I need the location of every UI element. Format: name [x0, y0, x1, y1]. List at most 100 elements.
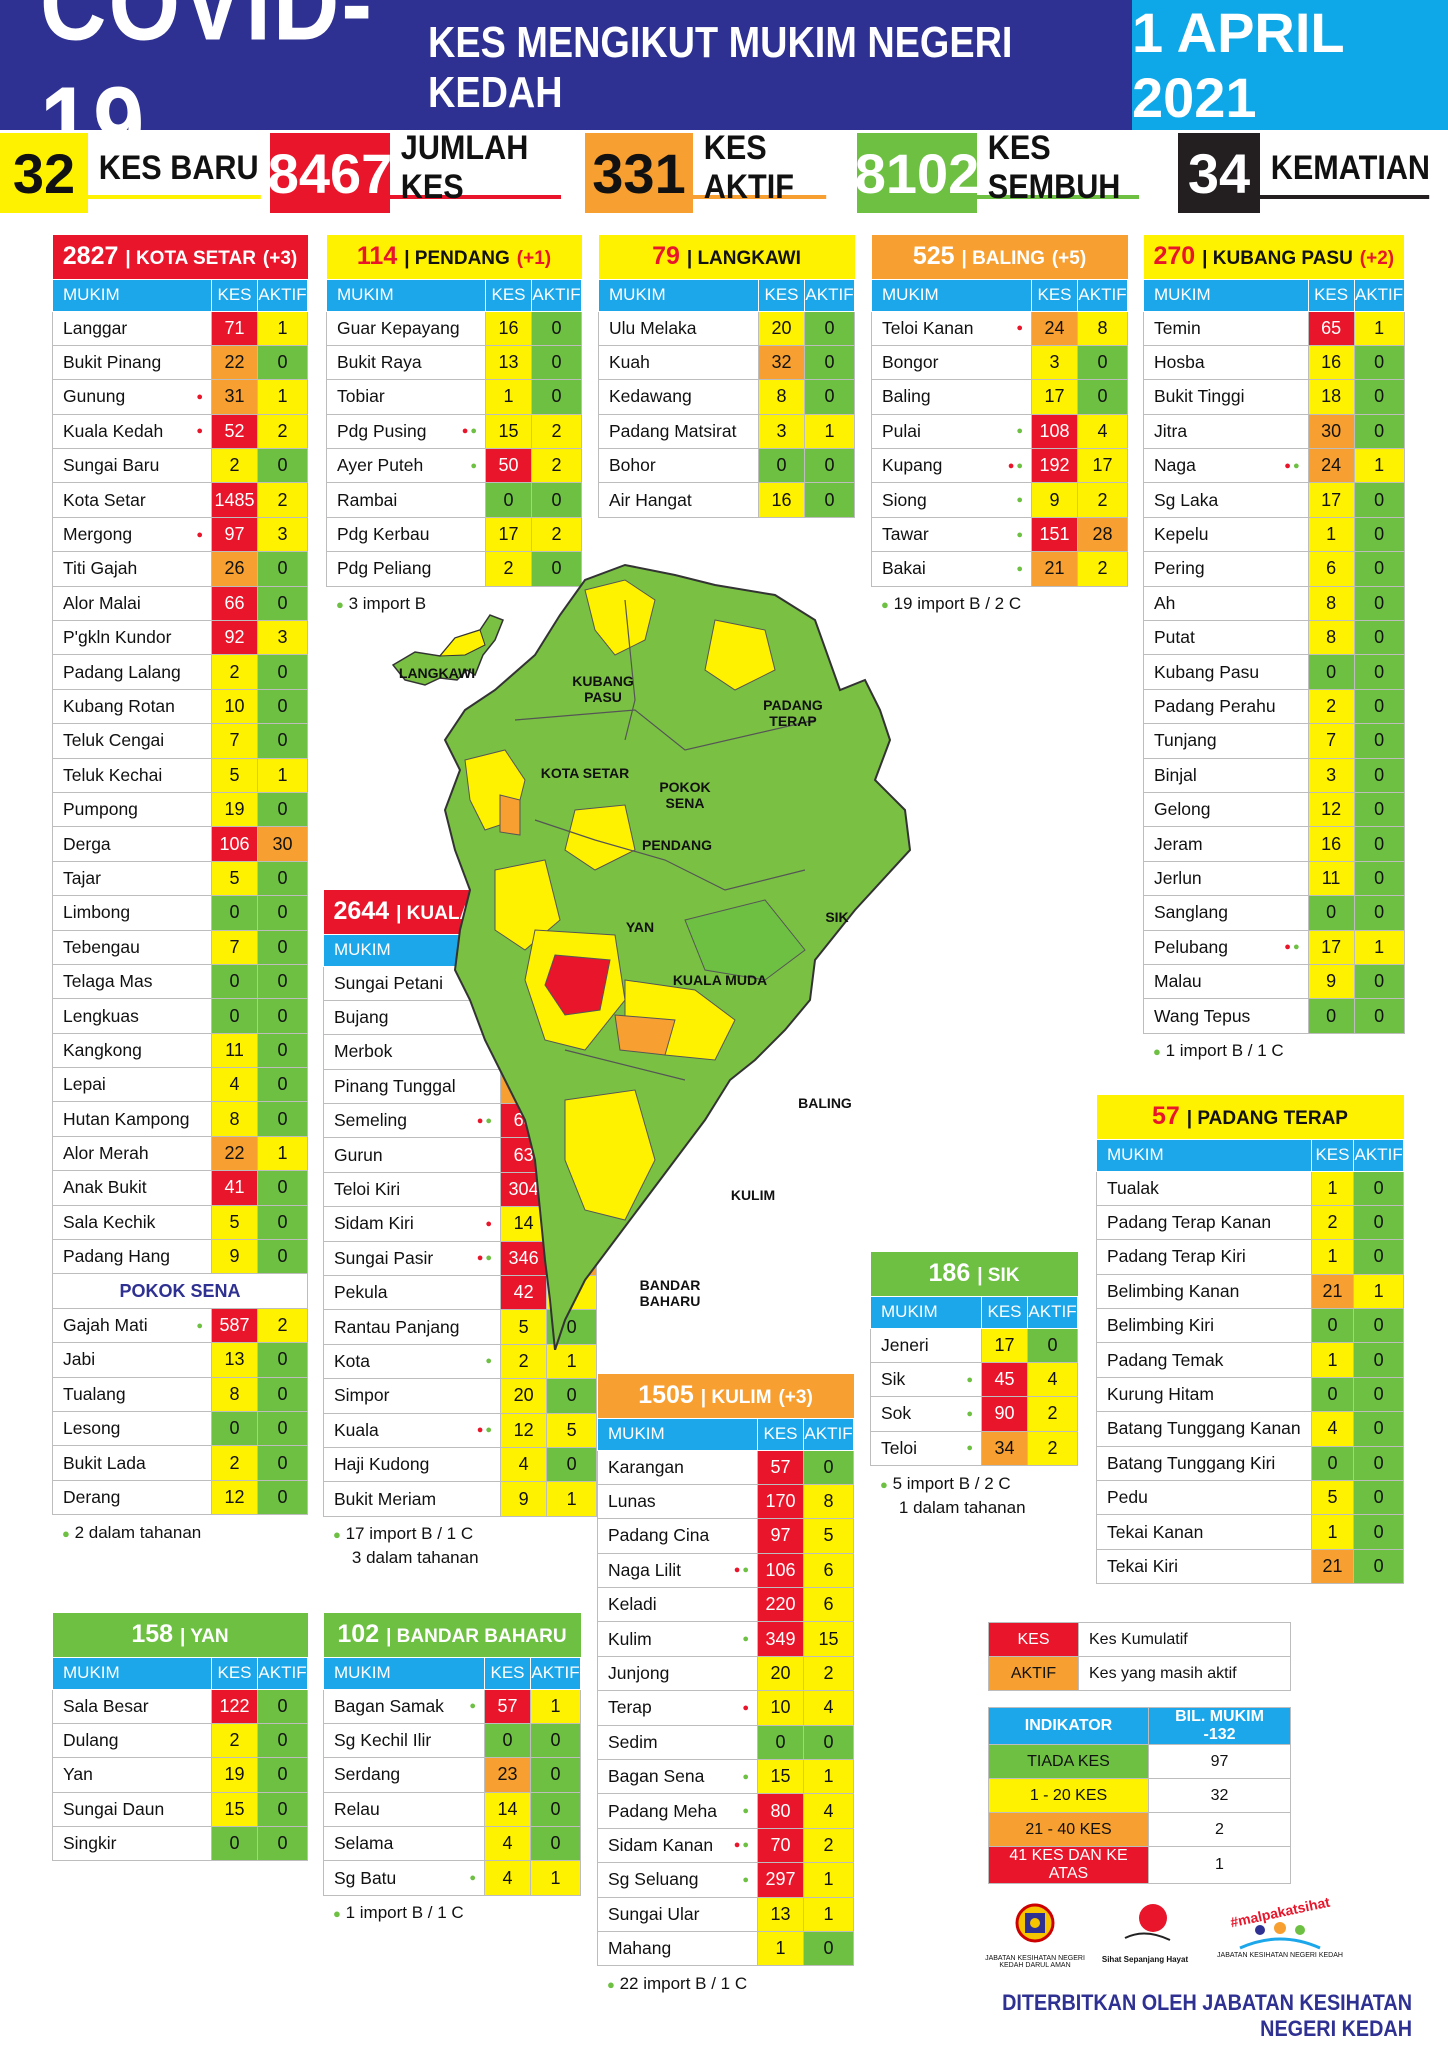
mukim-name: Sg Batu ● — [323, 1860, 485, 1896]
mukim-name: Gelong — [1143, 791, 1309, 828]
mukim-name: Serdang — [323, 1757, 485, 1793]
aktif-value: 0 — [1353, 1376, 1404, 1413]
stat-value-3: 8102 — [855, 133, 979, 213]
col-kes: KES — [758, 278, 805, 312]
table-row: Guar Kepayang 16 0 — [326, 310, 582, 346]
kes-value: 2 — [211, 1722, 258, 1759]
table-row: Pedu 5 0 — [1096, 1480, 1404, 1516]
aktif-value: 0 — [1353, 1445, 1404, 1482]
indicator-row: 21 - 40 KES 2 — [988, 1812, 1291, 1847]
col-aktif: AKTIF — [803, 1417, 854, 1451]
aktif-value: 0 — [257, 1479, 308, 1516]
aktif-value: 0 — [257, 963, 308, 1000]
mukim-name: Semeling ●● — [322, 1103, 502, 1139]
table-row: Lepai 4 0 — [52, 1067, 308, 1103]
mukim-name: Padang Matsirat — [598, 413, 759, 450]
aktif-value: 2 — [803, 1827, 854, 1864]
aktif-value: 0 — [257, 1376, 308, 1413]
col-mukim: MUKIM — [598, 278, 759, 312]
aktif-value: 0 — [257, 1688, 308, 1724]
status-dot-icon: ●● — [476, 1252, 495, 1265]
col-mukim: MUKIM — [52, 278, 212, 312]
aktif-value: 2 — [257, 482, 308, 518]
note-kulim: ● 22 import B / 1 C — [607, 1974, 748, 1993]
mukim-name: Padang Terap Kiri — [1096, 1239, 1312, 1275]
aktif-value: 0 — [257, 998, 308, 1034]
kes-value: 31 — [211, 379, 258, 415]
kes-value: 0 — [1307, 998, 1355, 1034]
table-row: Kuala ●● 12 5 — [322, 1412, 598, 1448]
table-row: Yan 19 0 — [52, 1757, 308, 1793]
col-kes: KES — [981, 1295, 1028, 1329]
aktif-value: 1 — [530, 1860, 581, 1896]
indicator-label: 41 KES DAN KE ATAS — [988, 1846, 1149, 1884]
table-row: Temin 65 1 — [1143, 310, 1405, 346]
aktif-value: 2 — [531, 448, 582, 484]
aktif-value: 0 — [257, 1826, 308, 1862]
kes-value: 3 — [1307, 757, 1355, 793]
table-row: Padang Meha ● 80 4 — [597, 1793, 854, 1829]
map-label: YAN — [626, 919, 654, 935]
mukim-name: Kurung Hitam — [1096, 1376, 1312, 1413]
col-mukim: MUKIM — [326, 278, 486, 312]
table-row: Sg Kechil Ilir 0 0 — [323, 1722, 581, 1759]
table-row: Padang Terap Kiri 1 0 — [1096, 1239, 1404, 1275]
kes-value: 15 — [211, 1791, 258, 1828]
table-row: Pulai ● 108 4 — [871, 413, 1128, 450]
mukim-name: Sungai Daun — [52, 1791, 212, 1828]
aktif-value: 0 — [257, 929, 308, 965]
mukim-name: Tawar ● — [871, 516, 1032, 553]
table-row: Ayer Puteh ● 50 2 — [326, 448, 582, 484]
mukim-name: Derga — [52, 826, 212, 862]
aktif-value: 28 — [1077, 516, 1128, 553]
aktif-value: 2 — [531, 516, 582, 553]
aktif-value: 0 — [803, 1724, 854, 1761]
table-row: Jeneri 17 0 — [870, 1327, 1078, 1363]
mukim-name: Malau — [1143, 963, 1309, 1000]
indicator-row: TIADA KES 97 — [988, 1744, 1291, 1779]
aktif-value: 0 — [530, 1791, 581, 1828]
aktif-value: 0 — [1353, 516, 1405, 553]
mukim-name: Mahang — [597, 1930, 758, 1967]
kedah-map: LANGKAWI KUBANG PASU PADANG TERAP KOTA SETAR P… — [391, 563, 912, 1350]
mukim-name: Sala Besar — [52, 1688, 212, 1724]
mukim-name: Sala Kechik — [52, 1204, 212, 1241]
kes-value: 1 — [485, 379, 532, 415]
kes-value: 297 — [757, 1862, 804, 1898]
aktif-value: 0 — [1353, 413, 1405, 450]
table-row: Alor Malai 66 0 — [52, 585, 308, 622]
status-dot-icon: ● — [485, 1355, 495, 1368]
table-row: Terap ● 10 4 — [597, 1690, 854, 1726]
table-row: Teluk Kechai 5 1 — [52, 757, 308, 793]
status-dot-icon: ● — [1016, 528, 1025, 541]
aktif-value: 1 — [1353, 1273, 1404, 1310]
aktif-value: 8 — [803, 1483, 854, 1520]
family-icon — [1239, 1922, 1321, 1950]
kes-value: 5 — [211, 860, 258, 897]
mukim-name: Pelubang ●● — [1143, 929, 1309, 965]
mukim-name: Pedu — [1096, 1480, 1312, 1516]
aktif-value: 0 — [1353, 620, 1405, 656]
mukim-name: Telaga Mas — [52, 963, 212, 1000]
table-row: Sik ● 45 4 — [870, 1361, 1078, 1398]
table-row: Hutan Kampong 8 0 — [52, 1101, 308, 1137]
mukim-name: Pulai ● — [871, 413, 1032, 450]
mukim-name: Hosba — [1143, 344, 1309, 381]
mukim-name: Mergong ● — [52, 516, 212, 553]
stat-value-1: 8467 — [268, 133, 392, 213]
kes-value: 70 — [757, 1827, 804, 1864]
table-row: Kurung Hitam 0 0 — [1096, 1376, 1404, 1413]
aktif-value: 0 — [257, 791, 308, 828]
status-dot-icon: ● — [1016, 425, 1025, 438]
aktif-value: 1 — [1353, 929, 1405, 965]
col-kes: KES — [484, 1656, 531, 1690]
aktif-value: 0 — [804, 448, 855, 484]
kes-value: 1 — [1307, 516, 1355, 553]
stat-value-2: 331 — [585, 133, 693, 213]
kes-value: 7 — [1307, 723, 1355, 759]
aktif-value: 0 — [530, 1826, 581, 1862]
status-dot-icon: ● — [485, 1217, 495, 1230]
kes-value: 17 — [1307, 929, 1355, 965]
kes-value: 16 — [758, 482, 805, 518]
kes-value: 21 — [1310, 1273, 1355, 1310]
